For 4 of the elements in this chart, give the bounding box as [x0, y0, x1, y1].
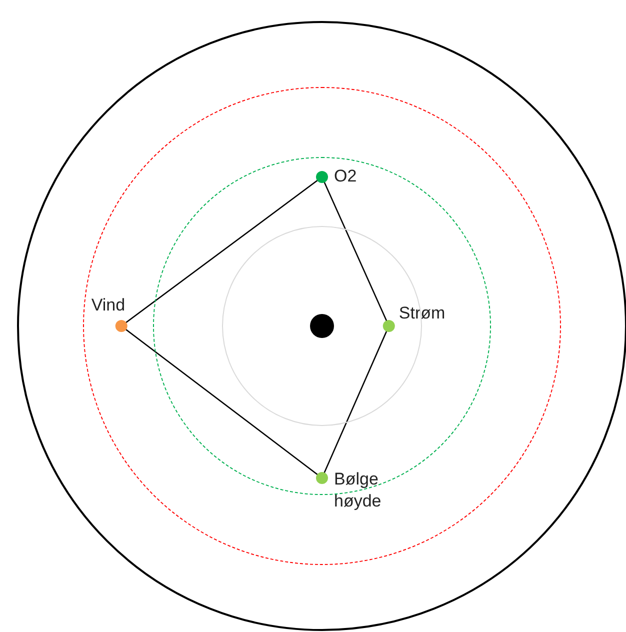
spoke-label: Bølge høyde	[334, 470, 382, 511]
spoke-label: Strøm	[398, 304, 446, 323]
spoke-label: Vind	[91, 296, 126, 315]
spoke-label: O2	[334, 166, 357, 186]
